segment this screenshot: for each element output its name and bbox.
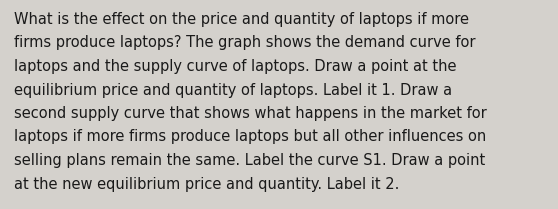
Text: equilibrium price and quantity of laptops. Label it 1. Draw a: equilibrium price and quantity of laptop… [14,83,452,98]
Text: firms produce laptops? The graph shows the demand curve for: firms produce laptops? The graph shows t… [14,36,475,51]
Text: selling plans remain the same. Label the curve S1. Draw a point: selling plans remain the same. Label the… [14,153,485,168]
Text: laptops if more firms produce laptops but all other influences on: laptops if more firms produce laptops bu… [14,130,486,144]
Text: What is the effect on the price and quantity of laptops if more: What is the effect on the price and quan… [14,12,469,27]
Text: laptops and the supply curve of laptops. Draw a point at the: laptops and the supply curve of laptops.… [14,59,456,74]
Text: at the new equilibrium price and quantity. Label it 2.: at the new equilibrium price and quantit… [14,176,400,191]
Text: second supply curve that shows what happens in the market for: second supply curve that shows what happ… [14,106,487,121]
